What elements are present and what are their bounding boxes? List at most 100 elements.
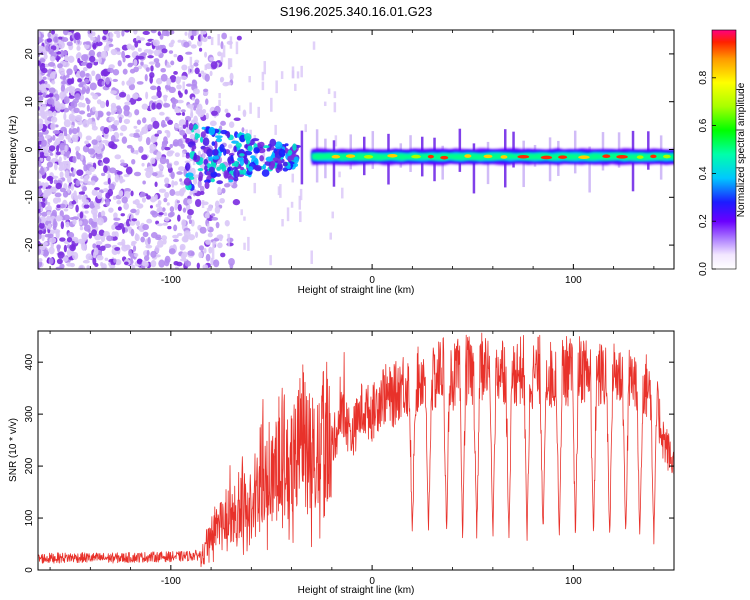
transition-blob	[188, 176, 195, 180]
noise-speckle	[54, 163, 58, 171]
noise-speckle	[136, 208, 140, 215]
noise-speckle	[217, 186, 222, 195]
noise-streak	[243, 216, 246, 221]
noise-speckle	[224, 108, 229, 113]
noise-speckle	[42, 116, 48, 120]
transition-blob	[226, 131, 231, 139]
noise-speckle	[143, 255, 150, 262]
noise-speckle	[117, 241, 125, 246]
noise-speckle	[164, 146, 171, 151]
noise-speckle	[173, 238, 179, 243]
noise-speckle	[84, 140, 89, 145]
noise-speckle	[54, 100, 61, 108]
noise-speckle	[198, 251, 203, 259]
noise-speckle	[155, 61, 161, 68]
transition-blob	[210, 178, 215, 183]
transition-blob	[248, 166, 254, 172]
noise-speckle	[100, 161, 104, 166]
noise-speckle	[142, 231, 149, 238]
noise-streak	[196, 30, 199, 35]
noise-speckle	[132, 93, 139, 100]
noise-speckle	[102, 157, 110, 164]
noise-speckle	[219, 197, 225, 204]
noise-speckle	[158, 259, 165, 268]
noise-speckle	[64, 54, 69, 62]
noise-speckle	[113, 119, 120, 126]
noise-speckle	[179, 129, 186, 136]
noise-speckle	[77, 78, 83, 83]
noise-speckle	[51, 80, 56, 85]
noise-speckle	[82, 158, 86, 166]
noise-speckle	[57, 197, 61, 203]
signal-hotspot	[500, 155, 508, 159]
noise-speckle	[59, 171, 64, 179]
noise-streak	[333, 91, 337, 99]
transition-blob	[257, 147, 266, 154]
noise-speckle	[145, 42, 152, 47]
noise-speckle	[132, 245, 137, 252]
noise-speckle	[116, 51, 122, 56]
noise-speckle	[60, 126, 67, 132]
noise-streak	[200, 30, 204, 42]
noise-speckle	[154, 181, 158, 188]
noise-speckle	[135, 220, 141, 227]
noise-speckle	[84, 61, 88, 65]
noise-speckle	[82, 185, 88, 192]
noise-speckle	[180, 109, 186, 113]
noise-speckle	[68, 128, 73, 135]
noise-speckle	[172, 142, 178, 147]
noise-speckle	[105, 198, 110, 207]
noise-speckle	[163, 94, 168, 102]
noise-speckle	[48, 87, 56, 94]
noise-streak	[187, 66, 191, 75]
noise-speckle	[71, 77, 75, 84]
noise-speckle	[164, 129, 170, 134]
noise-streak	[232, 137, 235, 143]
noise-streak	[279, 184, 282, 198]
noise-speckle	[120, 159, 125, 164]
noise-speckle	[88, 232, 93, 239]
noise-streak	[263, 61, 267, 75]
noise-speckle	[93, 247, 99, 256]
noise-streak	[262, 150, 266, 163]
transition-blob	[212, 155, 220, 160]
noise-speckle	[145, 91, 149, 100]
noise-streak	[182, 151, 185, 158]
transition-blob	[253, 147, 260, 154]
noise-speckle	[228, 121, 235, 128]
noise-speckle	[129, 68, 136, 74]
noise-speckle	[85, 135, 92, 141]
noise-speckle	[67, 164, 71, 170]
signal-hotspot	[650, 154, 657, 159]
noise-speckle	[110, 111, 115, 115]
noise-speckle	[77, 57, 81, 64]
noise-speckle	[203, 247, 207, 254]
noise-speckle	[50, 55, 56, 62]
noise-speckle	[109, 31, 113, 39]
noise-speckle	[166, 163, 172, 169]
noise-speckle	[174, 152, 180, 158]
transition-blob	[194, 132, 199, 140]
noise-speckle	[176, 99, 184, 104]
noise-streak	[294, 83, 297, 91]
noise-speckle	[39, 63, 46, 72]
noise-speckle	[227, 144, 233, 149]
noise-streak	[182, 81, 185, 91]
noise-speckle	[146, 218, 153, 224]
noise-speckle	[126, 144, 133, 149]
spectrogram-ytick-label: 0	[24, 146, 35, 152]
noise-speckle	[83, 175, 89, 184]
noise-speckle	[48, 257, 54, 265]
noise-speckle	[66, 41, 73, 47]
noise-speckle	[141, 197, 147, 203]
signal-hotspot	[602, 154, 611, 159]
noise-speckle	[56, 55, 60, 62]
transition-blob	[200, 131, 206, 138]
noise-speckle	[98, 56, 102, 65]
transition-blob	[206, 162, 211, 169]
noise-speckle	[191, 79, 198, 87]
signal-hotspot	[331, 154, 341, 159]
noise-speckle	[156, 223, 164, 227]
noise-speckle	[204, 51, 208, 58]
noise-speckle	[161, 30, 169, 37]
